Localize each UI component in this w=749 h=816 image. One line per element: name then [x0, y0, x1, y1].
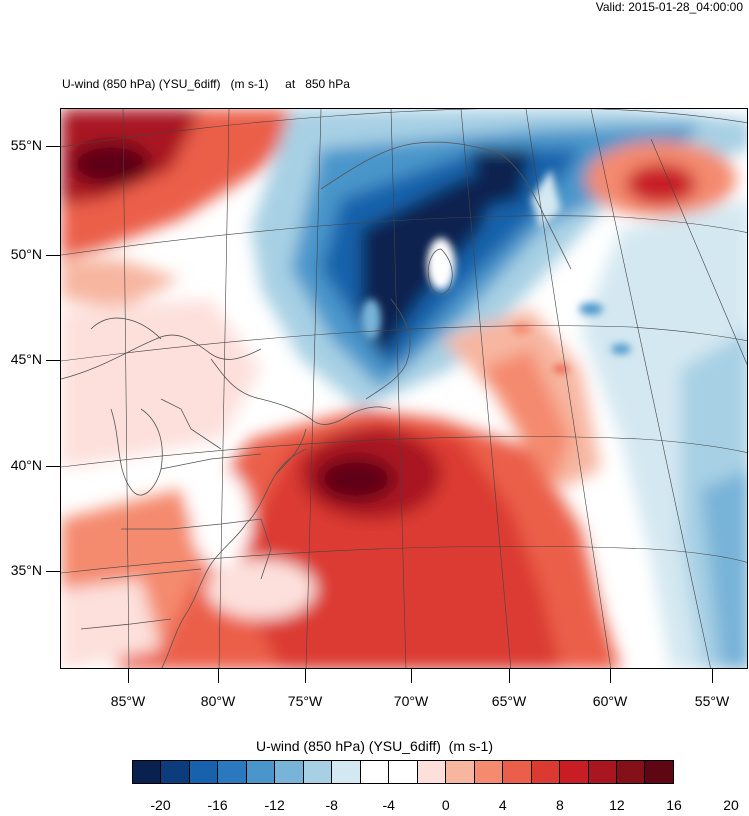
colorbar-tick-label: 4: [498, 797, 507, 813]
colorbar-swatch: [161, 761, 190, 783]
lon-tick: [305, 669, 306, 683]
colorbar-swatch: [417, 761, 447, 783]
lat-label-45n: 45°N: [10, 351, 42, 367]
lon-label-60w: 60°W: [592, 693, 628, 709]
colorbar-swatch: [616, 761, 646, 783]
lat-tick: [46, 146, 60, 147]
colorbar-swatch: [332, 761, 361, 783]
colorbar-swatch: [389, 761, 418, 783]
lon-label-70w: 70°W: [393, 693, 429, 709]
colorbar-swatch: [275, 761, 304, 783]
lon-tick: [411, 669, 412, 683]
lon-tick: [509, 669, 510, 683]
colorbar-tick-label: -16: [207, 797, 228, 813]
colorbar-swatch: [588, 761, 617, 783]
colorbar-swatch: [446, 761, 475, 783]
colorbar-swatch: [560, 761, 589, 783]
lat-label-35n: 35°N: [10, 562, 42, 578]
plot-title: U-wind (850 hPa) (YSU_6diff) (m s-1) at …: [62, 77, 350, 91]
colorbar-swatch: [360, 761, 390, 783]
lon-label-65w: 65°W: [491, 693, 527, 709]
lon-label-55w: 55°W: [694, 693, 730, 709]
colorbar-swatch: [531, 761, 561, 783]
colorbar-tick-label: 16: [666, 797, 682, 813]
wind-field-map: [61, 109, 747, 668]
colorbar-swatch: [503, 761, 532, 783]
colorbar: [132, 760, 674, 784]
lat-label-40n: 40°N: [10, 457, 42, 473]
lon-tick: [712, 669, 713, 683]
colorbar-tick-label: -4: [382, 797, 395, 813]
colorbar-swatch: [246, 761, 276, 783]
lon-label-85w: 85°W: [110, 693, 146, 709]
colorbar-swatch: [133, 761, 162, 783]
lat-label-50n: 50°N: [10, 246, 42, 262]
colorbar-tick-label: -8: [325, 797, 338, 813]
colorbar-swatch: [189, 761, 219, 783]
colorbar-swatch: [218, 761, 247, 783]
colorbar-tick-label: 0: [441, 797, 450, 813]
colorbar-tick-label: -20: [150, 797, 171, 813]
colorbar-tick-label: 8: [555, 797, 564, 813]
lon-label-75w: 75°W: [287, 693, 323, 709]
colorbar-swatch: [645, 761, 673, 783]
colorbar-tick-label: -12: [264, 797, 285, 813]
map-panel: [60, 108, 748, 669]
graticule: [61, 109, 747, 668]
colorbar-swatch: [474, 761, 504, 783]
lat-tick: [46, 571, 60, 572]
valid-time: Valid: 2015-01-28_04:00:00: [595, 0, 743, 14]
lat-tick: [46, 466, 60, 467]
lat-tick: [46, 360, 60, 361]
colorbar-tick-label: 12: [609, 797, 625, 813]
lat-label-55n: 55°N: [10, 137, 42, 153]
lat-tick: [46, 255, 60, 256]
lon-tick: [128, 669, 129, 683]
colorbar-title: U-wind (850 hPa) (YSU_6diff) (m s-1): [255, 738, 494, 754]
lon-tick: [610, 669, 611, 683]
colorbar-swatch: [303, 761, 333, 783]
lon-label-80w: 80°W: [200, 693, 236, 709]
colorbar-tick-label: 20: [723, 797, 739, 813]
coastlines: [61, 141, 572, 668]
lon-tick: [218, 669, 219, 683]
